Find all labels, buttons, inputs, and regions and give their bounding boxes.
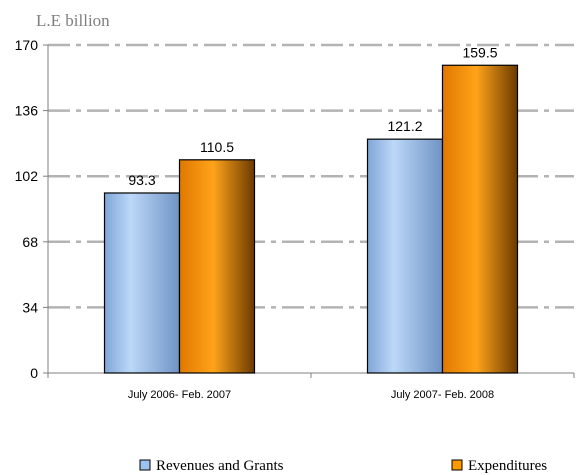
data-label: 159.5 [462, 44, 497, 60]
x-axis: July 2006- Feb. 2007 July 2007- Feb. 2008 [47, 373, 575, 401]
bar [178, 159, 256, 374]
legend-label: Revenues and Grants [156, 458, 284, 474]
data-label: 93.3 [128, 172, 155, 188]
y-tick-label: 0 [30, 365, 38, 381]
x-tick-label: July 2006- Feb. 2007 [128, 389, 231, 401]
y-unit-label: L.E billion [36, 11, 110, 30]
legend-swatch [451, 459, 463, 471]
y-tick-label: 68 [22, 234, 38, 250]
bar [441, 64, 519, 374]
y-tick-label: 102 [15, 168, 39, 184]
data-label: 110.5 [200, 139, 234, 155]
y-tick-label: 34 [22, 299, 38, 315]
data-label: 121.2 [387, 118, 422, 134]
bar [366, 138, 444, 374]
x-tick-label: July 2007- Feb. 2008 [391, 389, 494, 401]
y-tick-label: 136 [15, 103, 39, 119]
bar [103, 192, 181, 374]
y-tick-label: 170 [15, 37, 39, 53]
legend-label: Expenditures [468, 458, 547, 474]
legend: Revenues and Grants Expenditures [139, 458, 547, 474]
legend-swatch [139, 459, 151, 471]
bars: 93.3 110.5 121.2 159.5 [103, 44, 519, 374]
y-axis: 0 34 68 102 136 170 [15, 37, 48, 381]
